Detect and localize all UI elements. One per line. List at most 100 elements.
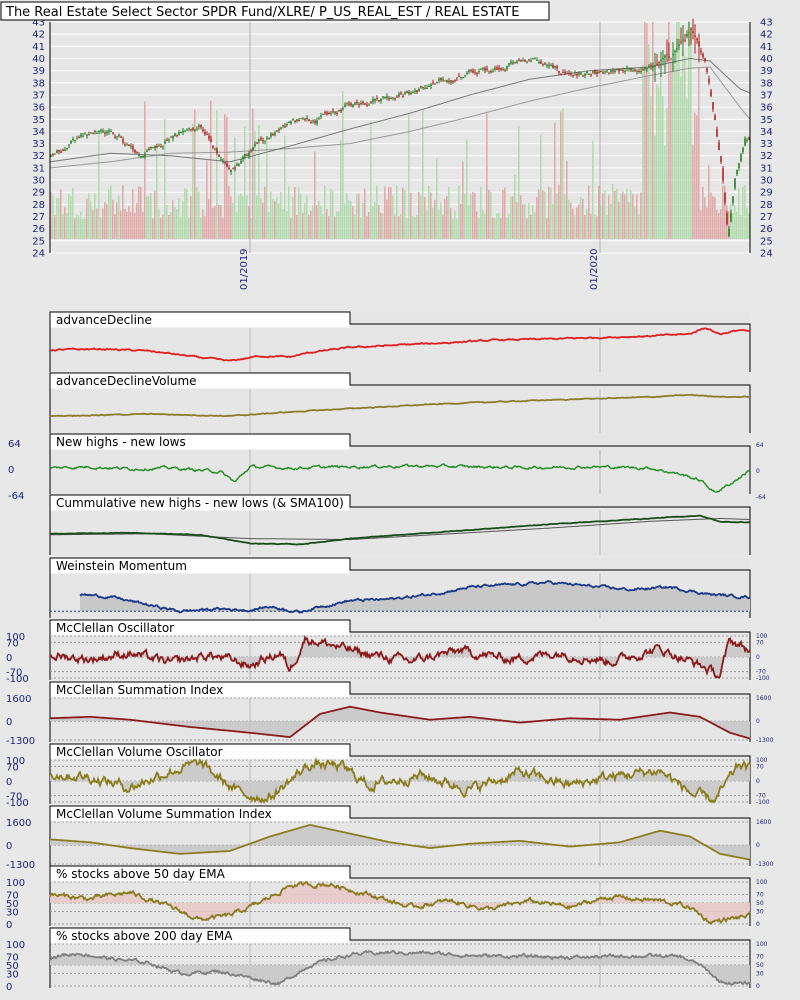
volume-bar bbox=[296, 214, 298, 239]
candle-body bbox=[332, 110, 334, 112]
volume-bar bbox=[400, 213, 402, 239]
candle-body bbox=[434, 83, 436, 85]
candle-body bbox=[250, 150, 252, 152]
mcclellan-oscillator-tick-left: -70 bbox=[6, 668, 22, 679]
candle-body bbox=[412, 92, 414, 94]
mcclellan-oscillator-tick-right: 0 bbox=[756, 654, 760, 661]
candle-body bbox=[654, 65, 656, 67]
candle-body bbox=[684, 39, 686, 41]
candle-body bbox=[238, 163, 240, 166]
candle-body bbox=[260, 137, 262, 140]
candle-body bbox=[154, 145, 156, 149]
volume-bar bbox=[370, 121, 372, 239]
volume-bar bbox=[642, 64, 644, 239]
pct-above-200-ema-title: % stocks above 200 day EMA bbox=[56, 929, 233, 943]
volume-bar bbox=[658, 87, 660, 240]
candle-body bbox=[120, 136, 122, 138]
candle-body bbox=[640, 70, 642, 72]
pct-above-200-ema-tick-left: 70 bbox=[6, 953, 19, 964]
volume-bar bbox=[300, 194, 302, 239]
candle-body bbox=[676, 48, 678, 50]
volume-bar bbox=[576, 207, 578, 239]
volume-bar bbox=[638, 214, 640, 239]
candle-body bbox=[578, 73, 580, 75]
volume-bar bbox=[256, 195, 258, 239]
candle-body bbox=[562, 72, 564, 74]
candle-body bbox=[428, 85, 430, 87]
candle-body bbox=[112, 132, 114, 134]
candle-body bbox=[142, 155, 144, 157]
volume-bar bbox=[458, 185, 460, 239]
candle-body bbox=[288, 122, 290, 124]
candle-body bbox=[610, 70, 612, 73]
nhl-tick-left: 64 bbox=[8, 439, 21, 450]
candle-body bbox=[450, 80, 452, 83]
volume-bar bbox=[164, 119, 166, 239]
candle-body bbox=[618, 69, 620, 72]
candle-body bbox=[486, 68, 488, 70]
advance-decline-title: advanceDecline bbox=[56, 313, 152, 327]
volume-bar bbox=[74, 217, 76, 239]
volume-bar bbox=[246, 195, 248, 239]
candle-body bbox=[734, 178, 736, 189]
candle-body bbox=[526, 61, 528, 63]
candle-body bbox=[612, 70, 614, 72]
candle-body bbox=[554, 65, 556, 68]
volume-bar bbox=[636, 194, 638, 239]
candle-body bbox=[600, 71, 602, 73]
volume-bar bbox=[546, 217, 548, 239]
candle-body bbox=[192, 128, 194, 130]
candle-body bbox=[190, 128, 192, 131]
volume-bar bbox=[484, 213, 486, 239]
volume-bar bbox=[214, 205, 216, 239]
candle-body bbox=[660, 59, 662, 61]
mcclellan-volume-summation-tick-left: 1600 bbox=[6, 818, 31, 829]
candle-body bbox=[442, 79, 444, 81]
volume-bar bbox=[378, 204, 380, 239]
volume-bar bbox=[258, 124, 260, 239]
candle-body bbox=[546, 64, 548, 66]
volume-bar bbox=[326, 209, 328, 239]
volume-bar bbox=[602, 193, 604, 239]
candle-body bbox=[496, 67, 498, 70]
volume-bar bbox=[168, 214, 170, 239]
price-tick-label-right: 29 bbox=[760, 188, 773, 199]
candle-body bbox=[550, 64, 552, 66]
candle-body bbox=[244, 154, 246, 157]
mcclellan-summation-fill bbox=[50, 706, 750, 739]
volume-bar bbox=[702, 186, 704, 239]
candle-body bbox=[272, 134, 274, 136]
candle-body bbox=[196, 128, 198, 130]
candle-body bbox=[292, 118, 294, 120]
volume-bar bbox=[728, 211, 730, 239]
candle-body bbox=[404, 92, 406, 94]
volume-bar bbox=[72, 188, 74, 239]
mcclellan-volume-summation-tick-left: -1300 bbox=[6, 860, 35, 871]
candle-body bbox=[384, 97, 386, 99]
pct-above-200-ema-tick-left: 30 bbox=[6, 969, 19, 980]
volume-bar bbox=[212, 207, 214, 239]
volume-bar bbox=[242, 196, 244, 239]
volume-bar bbox=[88, 193, 90, 239]
candle-body bbox=[78, 137, 80, 139]
mcclellan-volume-summation-title: McClellan Volume Summation Index bbox=[56, 807, 272, 821]
volume-bar bbox=[554, 122, 556, 239]
volume-bar bbox=[124, 208, 126, 239]
candle-body bbox=[266, 138, 268, 140]
price-tick-label-left: 41 bbox=[32, 42, 45, 53]
mcclellan-volume-summation-panel: McClellan Volume Summation Index 1600 1600… bbox=[6, 805, 774, 871]
cumulative-nhl-title: Cummulative new highs - new lows (& SMA1… bbox=[56, 496, 344, 510]
volume-bar bbox=[238, 195, 240, 239]
candle-body bbox=[392, 97, 394, 99]
price-tick-label-left: 38 bbox=[32, 78, 45, 89]
volume-bar bbox=[496, 213, 498, 239]
candle-body bbox=[138, 154, 140, 156]
price-tick-label-right: 24 bbox=[760, 249, 773, 260]
candle-body bbox=[352, 104, 354, 107]
volume-bar bbox=[316, 205, 318, 239]
volume-bar bbox=[54, 215, 56, 239]
volume-bar bbox=[474, 192, 476, 239]
volume-bar bbox=[428, 185, 430, 239]
candle-body bbox=[228, 167, 230, 169]
volume-bar bbox=[616, 188, 618, 239]
